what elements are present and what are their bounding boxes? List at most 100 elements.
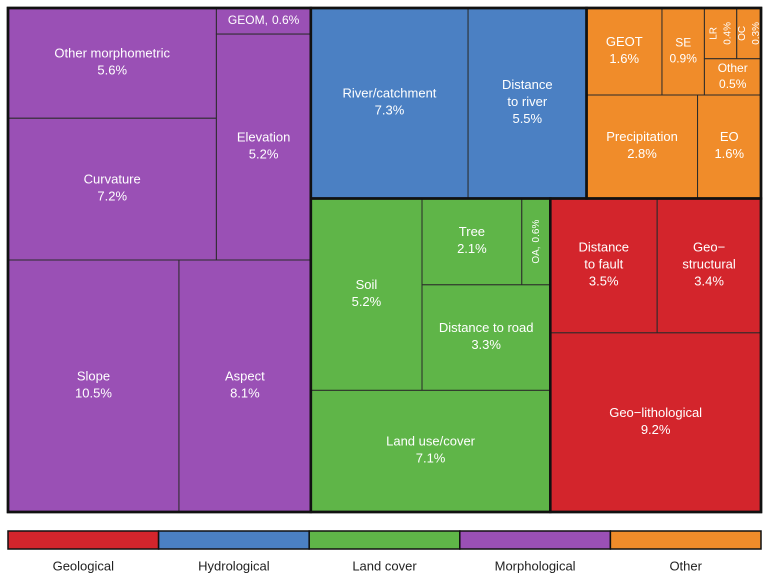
cell-name: Aspect <box>225 369 265 384</box>
cell-text: Geo− structural 3.4% <box>682 240 736 289</box>
cell-name: LR <box>708 27 719 40</box>
cell-label: Soil 5.2% <box>352 277 382 309</box>
cell-value: 1.6% <box>609 51 639 66</box>
cell-text: Slope 10.5% <box>75 369 112 401</box>
cell-text: EO 1.6% <box>714 130 744 162</box>
treemap-frame <box>6 6 763 514</box>
cell-text: Distance to road 3.3% <box>439 321 534 353</box>
cell-label: OA, 0.6% <box>531 220 542 264</box>
cell-label: Land use/cover 7.1% <box>386 434 476 466</box>
cell-label: LR 0.4% <box>708 22 733 45</box>
cell-name: EO <box>720 130 739 145</box>
cell-name: Distance <box>578 240 629 255</box>
treemap-cell <box>549 332 762 513</box>
cell-label: Tree 2.1% <box>457 225 487 257</box>
cell-text: SE 0.9% <box>670 36 698 66</box>
treemap-cell <box>215 33 312 261</box>
cell-label: OC 0.3% <box>737 22 762 45</box>
cell-label: Other morphometric 5.6% <box>54 46 170 78</box>
cell-name: Other morphometric <box>54 46 170 61</box>
legend-label: Other <box>669 558 702 573</box>
legend-label: Land cover <box>352 558 417 573</box>
cell-value: 9.2% <box>641 422 671 437</box>
treemap-cell <box>656 197 762 334</box>
cell-label: GEOM, 0.6% <box>228 13 300 27</box>
cell-label: Curvature 7.2% <box>84 172 141 204</box>
legend-swatch <box>459 530 612 550</box>
cell-label: EO 1.6% <box>714 130 744 162</box>
cell-value: 8.1% <box>230 386 260 401</box>
cell-value: 1.6% <box>714 147 744 162</box>
cell-value: 2.8% <box>627 147 657 162</box>
cell-name: GEOT <box>606 34 643 49</box>
cell-name: Distance to road <box>439 321 534 336</box>
cell-text: LR 0.4% <box>708 22 733 45</box>
cell-value: 5.2% <box>249 147 279 162</box>
cell-label: Slope 10.5% <box>75 369 112 401</box>
cell-text: Distance to fault 3.5% <box>578 240 629 289</box>
cell-text: Elevation 5.2% <box>237 130 290 162</box>
cell-name: structural <box>682 257 736 272</box>
legend-swatch <box>308 530 461 550</box>
cell-text: Other morphometric 5.6% <box>54 46 170 78</box>
cell-text: OA, 0.6% <box>531 220 542 264</box>
cell-text: OC 0.3% <box>737 22 762 45</box>
treemap-cell <box>703 58 762 96</box>
cell-name: Other <box>718 61 748 75</box>
cell-text: GEOT 1.6% <box>606 34 643 66</box>
cell-name: OC <box>737 26 748 41</box>
cell-name: Curvature <box>84 172 141 187</box>
legend-label: Geological <box>53 558 115 573</box>
cell-name: to fault <box>584 257 623 272</box>
treemap-cell <box>178 259 312 513</box>
cell-value: 7.2% <box>97 189 127 204</box>
cell-label: Distance to river 5.5% <box>502 78 553 127</box>
cell-name: Precipitation <box>606 130 678 145</box>
cell-label: Precipitation 2.8% <box>606 130 678 162</box>
cell-text: GEOM, 0.6% <box>228 13 300 27</box>
cell-value: 3.3% <box>471 338 501 353</box>
cell-label: Geo− structural 3.4% <box>682 240 736 289</box>
cell-value: 2.1% <box>457 242 487 257</box>
cell-text: Geo−lithological 9.2% <box>609 405 702 437</box>
treemap-cell <box>310 197 423 391</box>
cell-text: Aspect 8.1% <box>225 369 265 401</box>
cell-name: Slope <box>77 369 110 384</box>
cell-name: Land use/cover <box>386 434 476 449</box>
legend-swatch <box>609 530 762 550</box>
cell-name: GEOM, <box>228 13 268 27</box>
cell-name: OA, <box>531 246 542 263</box>
cell-text: Land use/cover 7.1% <box>386 434 476 466</box>
cell-text: River/catchment 7.3% <box>342 86 436 118</box>
cell-value: 0.6% <box>272 13 300 27</box>
cell-value: 0.3% <box>751 22 762 45</box>
cell-text: Curvature 7.2% <box>84 172 141 204</box>
cell-text: Distance to river 5.5% <box>502 78 553 127</box>
cell-name: SE <box>675 36 691 50</box>
treemap-cell <box>467 7 588 199</box>
treemap-cell <box>586 7 663 96</box>
legend-swatch <box>7 530 160 550</box>
cell-text: Tree 2.1% <box>457 225 487 257</box>
cell-label: SE 0.9% <box>670 36 698 66</box>
legend-label: Hydrological <box>198 558 270 573</box>
cell-value: 0.5% <box>719 77 747 91</box>
cell-text: Precipitation 2.8% <box>606 130 678 162</box>
cell-label: Geo−lithological 9.2% <box>609 405 702 437</box>
cell-name: Distance <box>502 78 553 93</box>
cell-value: 5.2% <box>352 294 382 309</box>
cell-value: 5.5% <box>512 112 542 127</box>
cell-name: River/catchment <box>342 86 436 101</box>
cell-name: Elevation <box>237 130 290 145</box>
cell-value: 3.4% <box>694 274 724 289</box>
cell-text: Soil 5.2% <box>352 277 382 309</box>
treemap-cell <box>586 94 699 199</box>
cell-label: Distance to road 3.3% <box>439 321 534 353</box>
treemap-cell <box>215 7 312 35</box>
cell-value: 5.6% <box>97 63 127 78</box>
cell-name: Tree <box>459 225 485 240</box>
cell-value: 7.3% <box>375 103 405 118</box>
cell-label: Aspect 8.1% <box>225 369 265 401</box>
legend-label: Morphological <box>495 558 576 573</box>
